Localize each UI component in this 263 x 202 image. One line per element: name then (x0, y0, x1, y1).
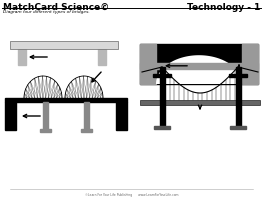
Bar (10, 42, 118, 50)
Bar (116, 102, 127, 130)
Polygon shape (156, 56, 242, 85)
Bar (229, 75, 247, 78)
Bar (242, 45, 258, 85)
Bar (18, 50, 26, 66)
Bar (160, 68, 165, 127)
Bar (43, 102, 48, 130)
Bar (5, 102, 16, 130)
Bar (230, 126, 246, 129)
Bar (140, 63, 258, 69)
Bar (236, 68, 241, 127)
Bar (81, 129, 92, 132)
Bar (40, 129, 51, 132)
Bar (5, 99, 127, 102)
Bar (154, 126, 170, 129)
Bar (153, 75, 171, 78)
Text: ©Learn For Your Life Publishing      www.LearnForYourLife.com: ©Learn For Your Life Publishing www.Lear… (85, 192, 178, 196)
Bar (140, 101, 260, 105)
Text: Diagram four different types of bridges.: Diagram four different types of bridges. (3, 10, 90, 14)
Bar (140, 45, 258, 85)
Bar (98, 50, 106, 66)
Text: MatchCard Science©: MatchCard Science© (3, 3, 109, 12)
Text: Technology - 1: Technology - 1 (187, 3, 260, 12)
Bar (140, 45, 156, 85)
Bar (84, 102, 89, 130)
